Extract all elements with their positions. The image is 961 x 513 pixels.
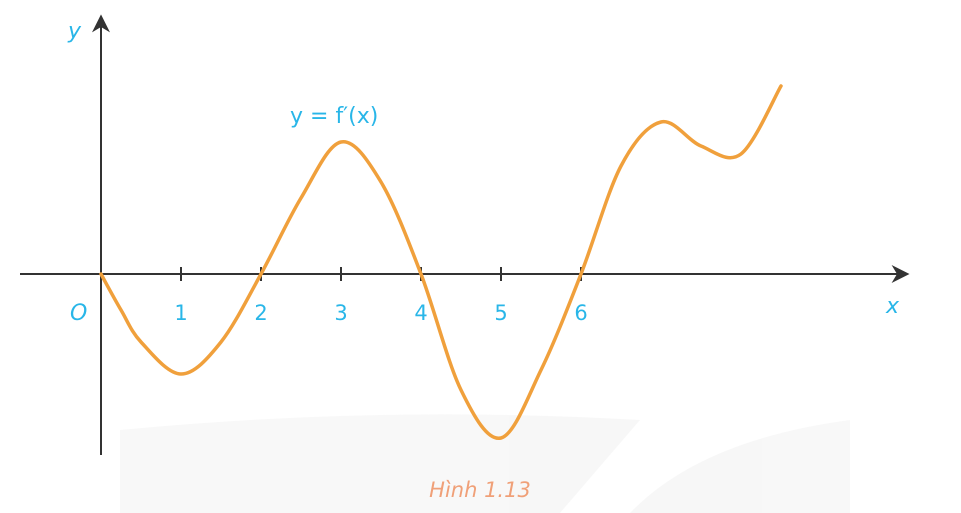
x-tick-label-1: 1 <box>174 301 187 325</box>
x-tick-label-5: 5 <box>494 301 507 325</box>
tick-labels: 1 2 3 4 5 6 <box>174 301 587 325</box>
x-axis-label: x <box>885 294 900 319</box>
curve-label: y = f′(x) <box>290 104 378 129</box>
figure-caption: Hình 1.13 <box>429 478 531 502</box>
x-tick-label-2: 2 <box>254 301 267 325</box>
curve-f-prime <box>99 84 783 440</box>
x-tick-label-6: 6 <box>574 301 587 325</box>
x-tick-label-4: 4 <box>414 301 427 325</box>
watermark <box>120 414 850 513</box>
y-axis-label: y <box>67 19 82 44</box>
origin-label: O <box>70 301 87 326</box>
x-tick-label-3: 3 <box>334 301 347 325</box>
